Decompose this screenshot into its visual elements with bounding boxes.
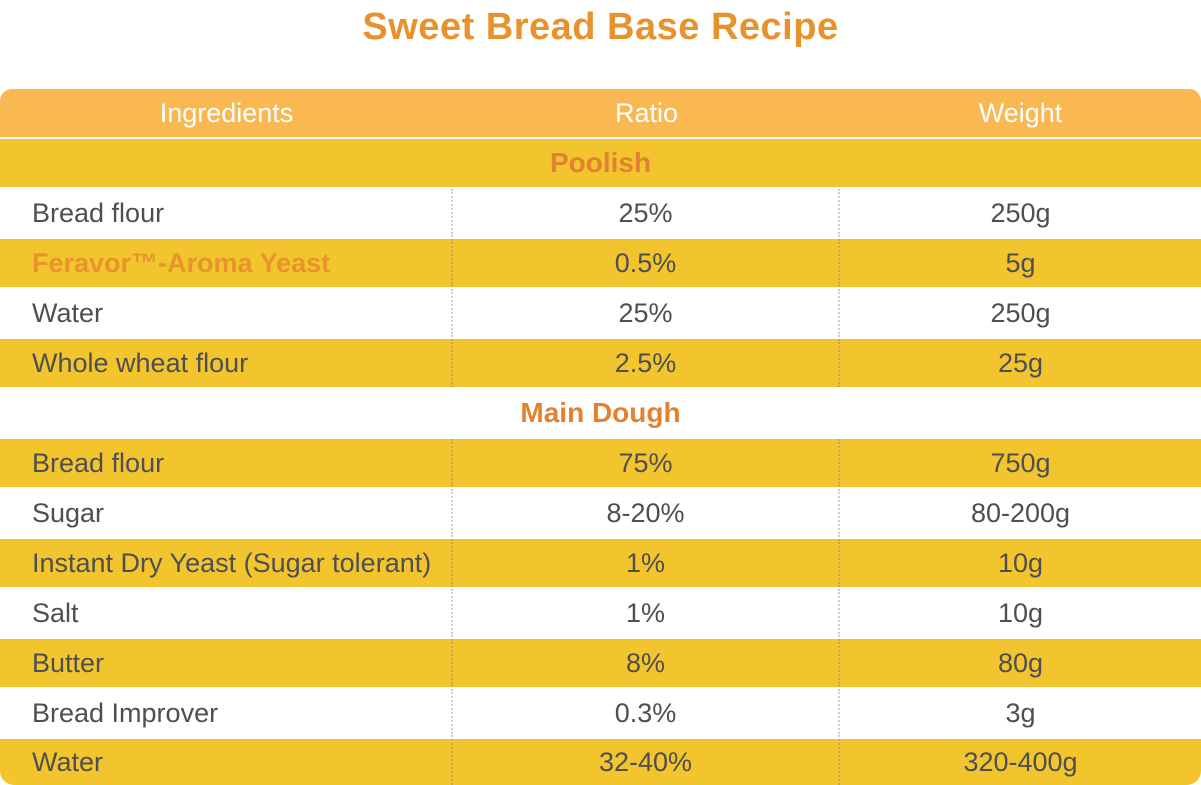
column-header-ingredients: Ingredients (159, 97, 294, 128)
ratio-cell: 75% (453, 439, 840, 487)
ratio-cell: 2.5% (453, 339, 840, 387)
ratio-cell: 25% (453, 189, 840, 237)
ratio-cell: 8-20% (453, 489, 840, 537)
weight-cell: 320-400g (963, 746, 1078, 777)
table-row: Bread Improver 0.3% 3g (0, 689, 1201, 737)
page-title: Sweet Bread Base Recipe (362, 6, 839, 48)
weight-cell: 250g (990, 197, 1051, 228)
weight-cell: 10g (997, 547, 1044, 578)
table-row: Bread flour 25% 250g (0, 189, 1201, 237)
table-body: Poolish Bread flour 25% 250g Feravor™-Aroma … (0, 139, 1201, 785)
ratio-cell: 32-40% (453, 739, 840, 785)
ingredient-cell: Sugar (0, 489, 453, 537)
ratio-cell: 1% (453, 589, 840, 637)
ingredient-cell: Butter (0, 639, 453, 687)
ingredient-cell: Whole wheat flour (0, 339, 453, 387)
weight-cell: 250g (990, 297, 1051, 328)
table-header-row: Ingredients Ratio Weight (0, 89, 1201, 137)
table-row: Bread flour 75% 750g (0, 439, 1201, 487)
table-row: Sugar 8-20% 80-200g (0, 489, 1201, 537)
ingredient-cell: Water (0, 739, 453, 785)
column-header-weight: Weight (978, 97, 1063, 128)
ratio-cell: 1% (453, 539, 840, 587)
ingredient-cell: Salt (0, 589, 453, 637)
section-title: Main Dough (0, 389, 1201, 437)
column-header-ratio: Ratio (614, 97, 679, 128)
ingredient-cell: Instant Dry Yeast (Sugar tolerant) (0, 539, 453, 587)
weight-cell: 80g (997, 647, 1044, 678)
table-row: Salt 1% 10g (0, 589, 1201, 637)
ingredient-cell: Feravor™-Aroma Yeast (0, 239, 453, 287)
ingredient-cell: Water (0, 289, 453, 337)
table-row: Water 32-40% 320-400g (0, 739, 1201, 785)
weight-cell: 3g (1005, 697, 1036, 728)
weight-cell: 750g (990, 447, 1051, 478)
recipe-table: Ingredients Ratio Weight Poolish Bread fl… (0, 89, 1201, 785)
ingredient-cell: Bread flour (0, 189, 453, 237)
section-title: Poolish (0, 139, 1201, 187)
ratio-cell: 0.5% (453, 239, 840, 287)
table-row: Whole wheat flour 2.5% 25g (0, 339, 1201, 387)
ratio-cell: 25% (453, 289, 840, 337)
weight-cell: 25g (997, 347, 1044, 378)
ratio-cell: 8% (453, 639, 840, 687)
weight-cell: 80-200g (970, 497, 1071, 528)
table-row: Water 25% 250g (0, 289, 1201, 337)
table-row: Instant Dry Yeast (Sugar tolerant) 1% 10g (0, 539, 1201, 587)
ingredient-cell: Bread Improver (0, 689, 453, 737)
ingredient-cell: Bread flour (0, 439, 453, 487)
table-row: Feravor™-Aroma Yeast 0.5% 5g (0, 239, 1201, 287)
ratio-cell: 0.3% (453, 689, 840, 737)
weight-cell: 10g (997, 597, 1044, 628)
weight-cell: 5g (1005, 247, 1036, 278)
table-row: Butter 8% 80g (0, 639, 1201, 687)
